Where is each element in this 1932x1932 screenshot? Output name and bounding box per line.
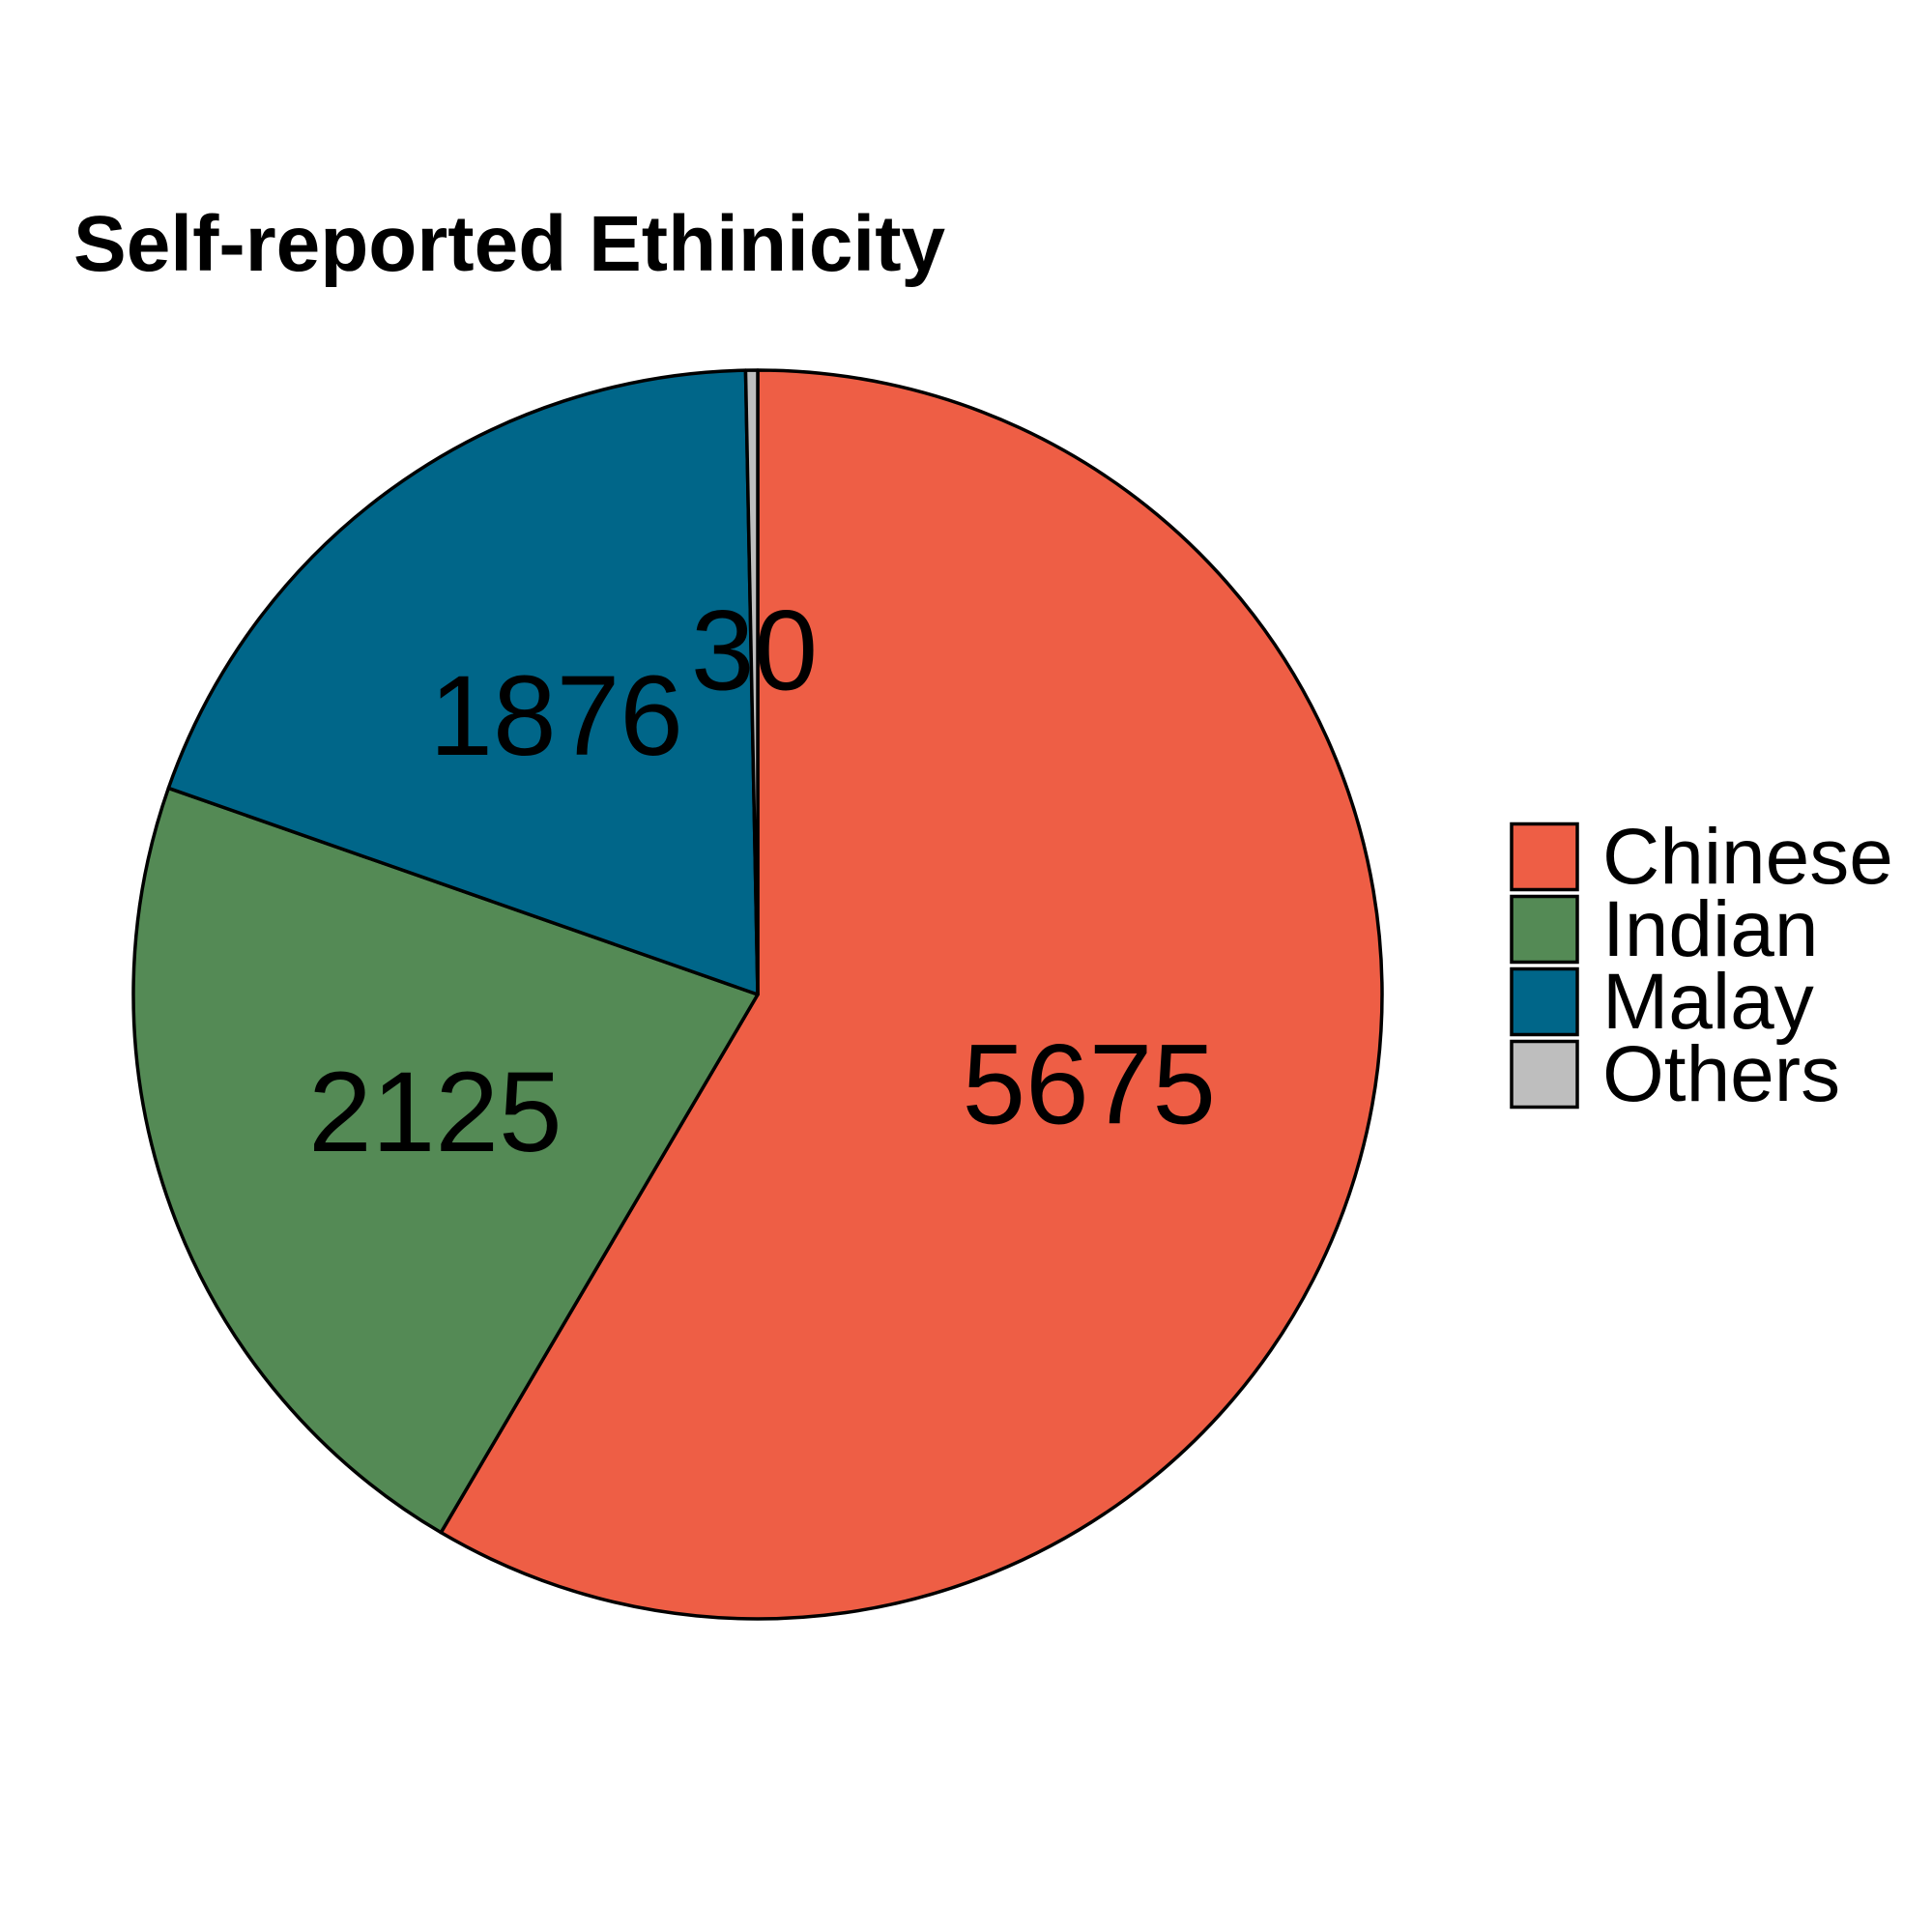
chart-title: Self-reported Ethinicity [73,200,946,288]
data-label-indian: 2125 [308,1049,562,1176]
legend-label-chinese: Chinese [1602,813,1893,901]
pie-slice-others [743,368,760,996]
legend-label-malay: Malay [1602,958,1814,1046]
legend-swatch-others [1510,1039,1579,1110]
legend-label-others: Others [1602,1030,1840,1118]
legend-swatch-malay [1510,966,1579,1037]
data-label-malay: 1876 [429,652,683,780]
pie-slice-chinese [439,368,1384,1621]
pie-slices [131,368,1384,1621]
pie-slice-malay [166,368,760,996]
legend-swatch-chinese [1510,822,1579,892]
pie-slice-indian [131,786,760,1535]
legend-label-indian: Indian [1602,885,1818,973]
legend-swatch-indian [1510,894,1579,965]
data-label-others: 30 [691,588,818,715]
data-label-chinese: 5675 [963,1021,1217,1148]
